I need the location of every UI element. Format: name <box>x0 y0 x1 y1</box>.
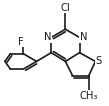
Text: Cl: Cl <box>60 3 70 13</box>
Text: F: F <box>18 37 23 47</box>
Text: N: N <box>80 32 87 42</box>
Text: N: N <box>44 32 51 42</box>
Text: S: S <box>95 56 102 66</box>
Text: CH₃: CH₃ <box>80 91 98 101</box>
